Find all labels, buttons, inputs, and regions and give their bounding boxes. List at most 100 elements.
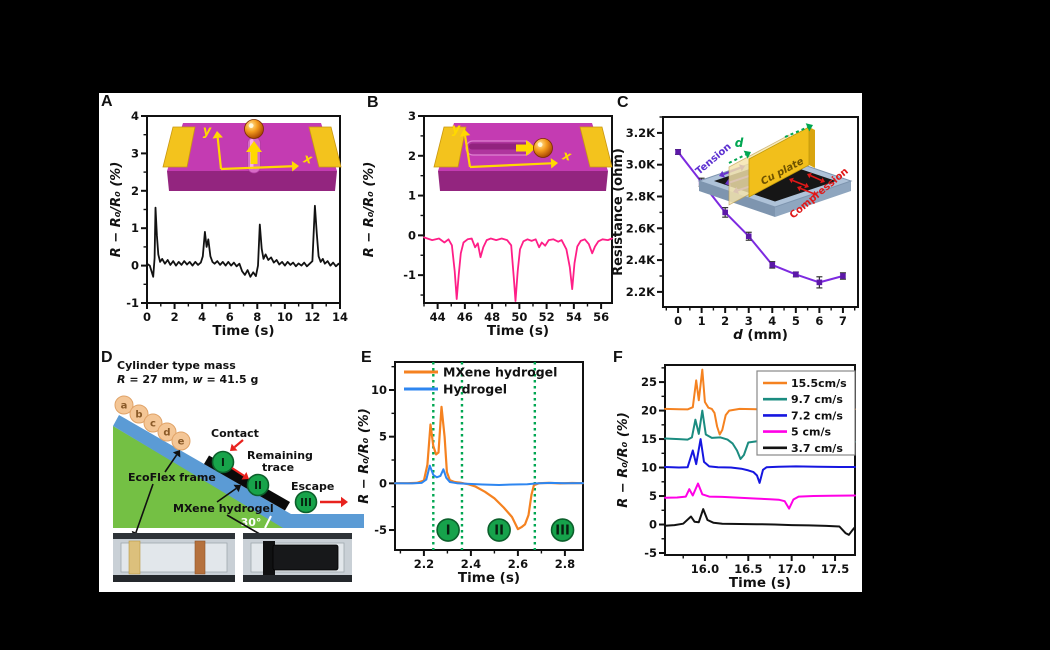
compression-arrow: [810, 174, 822, 182]
series-7.2-cm-s: [664, 438, 856, 484]
x-tick-label: 2: [721, 314, 729, 328]
y-tick-label: 15: [641, 432, 657, 446]
stage-numeral: III: [555, 524, 570, 539]
data-marker: [840, 273, 846, 279]
d-label: d: [735, 136, 744, 150]
panel-label-d: D: [101, 349, 113, 366]
y-axis-title: R − R₀/R₀ (%): [109, 162, 124, 258]
x-tick-label: 50: [511, 310, 527, 324]
stage-circle-i: [211, 450, 235, 474]
roll-arrow-shaft: [516, 144, 528, 152]
y-tick-label: 1: [408, 189, 416, 203]
press-arrow-shaft: [250, 152, 258, 164]
figure-canvas: A B C D E F 0 2 4 6 8 10 12 14 -1 0 1 2 3 4 Time (s) R …: [99, 93, 862, 592]
mass-position-letter: a: [121, 401, 128, 412]
mass-position-d: [157, 422, 177, 442]
x-tick-label: 10: [277, 310, 293, 324]
mass-position-b: [129, 404, 149, 424]
compression-arrow: [800, 187, 814, 195]
legend: MXene hydrogel Hydrogel: [404, 365, 557, 397]
x-tick-label: 12: [304, 310, 320, 324]
electrode-left: [433, 126, 467, 168]
x-tick-label: 0: [143, 310, 151, 324]
y-tick-label: 2.2K: [626, 285, 656, 299]
series-rolling-response: [423, 236, 613, 302]
series-5-cm-s: [664, 482, 856, 510]
y-tick-label: 1: [131, 221, 139, 235]
series-mxene-hydrogel: [393, 405, 585, 531]
x-tick-label: 54: [566, 310, 582, 324]
angle-mark: [264, 515, 272, 529]
y-tick-label: 2: [408, 149, 416, 163]
contact-label: Contact: [211, 427, 259, 440]
escape-label: Escape: [291, 480, 334, 493]
y-axis-title: Resistance (ohm): [611, 148, 626, 276]
electrode-right: [308, 126, 342, 168]
y-tick-label: 10: [371, 383, 387, 397]
hydrogel-pointer-arrow-head: [233, 484, 241, 493]
inset-roll-illustration: yx: [433, 122, 613, 191]
remaining-trace-label2: trace: [262, 461, 294, 474]
panel-label-c: C: [617, 94, 629, 111]
x-tick-label: 6: [226, 310, 234, 324]
x-axis-arrow-head: [291, 161, 299, 172]
axis-ticks: [418, 115, 603, 309]
x-axis-arrow-head: [550, 158, 558, 169]
axis-ticks: [657, 116, 856, 313]
y-tick-label: 2.6K: [626, 221, 656, 235]
mass-spec: R = 27 mm, w = 41.5 g: [117, 373, 258, 386]
hydrogel-pointer-arrow: [216, 487, 237, 503]
stage-marker-ii: [487, 518, 511, 542]
x-tick-label: 0: [674, 314, 682, 328]
chart-c-resistance: 0 1 2 3 4 5 6 7 2.2K 2.4K 2.6K 2.8K 3.0K 3.2K d (mm) Re…: [611, 116, 859, 343]
y-tick-label: 5: [379, 430, 387, 444]
mass-position-a: [114, 395, 134, 415]
d-arrow: [784, 126, 808, 138]
panel-label-f: F: [613, 349, 623, 366]
x-tick-label: 2.8: [555, 557, 575, 571]
ecoflex-frame-label: EcoFlex frame: [128, 471, 216, 484]
legend-label: 5 cm/s: [791, 426, 831, 439]
compression-arrow-head: [812, 190, 817, 197]
series-hydrogel: [394, 464, 584, 486]
legend-label: 3.7 cm/s: [791, 442, 843, 455]
x-axis-title: Time (s): [458, 570, 520, 586]
stage-marker-iii: [550, 518, 575, 542]
y-axis-arrow: [216, 137, 223, 170]
photo-frame-sample: [113, 533, 235, 582]
x-tick-label: 14: [332, 310, 348, 324]
data-marker: [722, 209, 728, 216]
y-axis-title: R − R₀/R₀ (%): [616, 412, 631, 508]
stage-circle-ii: [246, 473, 270, 497]
x-axis-title: Time (s): [729, 575, 791, 591]
y-tick-label: 3: [408, 109, 416, 123]
y-axis-title: R − R₀/R₀ (%): [362, 162, 377, 258]
slab-front-face: [438, 171, 608, 191]
data-marker: [793, 271, 799, 278]
x-tick-label: 17.0: [777, 562, 805, 576]
y-axis-label: y: [203, 124, 212, 139]
inset-press-illustration: yx: [162, 119, 342, 191]
compression-arrow-head: [820, 177, 825, 184]
x-tick-label: 1: [698, 314, 706, 328]
contact-arrow: [233, 439, 244, 448]
y-axis-arrow-head: [212, 131, 223, 139]
d-arrow-head: [743, 150, 751, 159]
x-axis-label: x: [301, 151, 314, 168]
x-tick-label: 6: [815, 314, 823, 328]
panel-d: 30° a b c d e I II III Cylinder type mass R = 27 m…: [99, 348, 364, 592]
electrode-right: [579, 126, 613, 168]
mass-position-c: [143, 413, 163, 433]
legend: 15.5cm/s 9.7 cm/s 7.2 cm/s 5 cm/s 3.7 cm/s: [756, 370, 856, 456]
mass-position-e: [171, 431, 191, 451]
x-tick-label: 52: [539, 310, 555, 324]
steel-ball: [244, 119, 264, 139]
y-tick-label: 10: [641, 461, 657, 475]
incline-angle-label: 30°: [241, 516, 262, 529]
ball-highlight: [248, 123, 254, 129]
stage-marker-i: [436, 518, 460, 542]
x-tick-label: 3: [745, 314, 753, 328]
